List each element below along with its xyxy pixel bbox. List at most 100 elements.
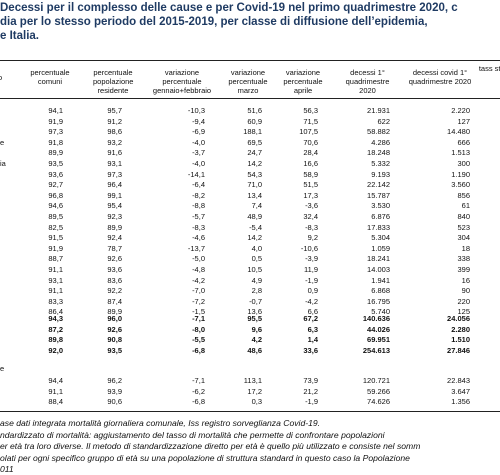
table-cell: 74.626: [367, 397, 390, 407]
table-cell: 14.003: [367, 265, 390, 274]
table-cell: 90,6: [107, 397, 122, 407]
footnote: ndardizzato di mortalità: aggiustamento …: [0, 429, 385, 440]
table-cell: 1.941: [371, 275, 390, 285]
table-cell: 21,2: [303, 386, 318, 396]
table-cell: 89,9: [107, 307, 122, 317]
table-cell: 91,9: [48, 243, 63, 253]
table-cell: 89,5: [48, 212, 63, 221]
table-cell: 94,6: [48, 201, 63, 211]
table-cell: -6,9: [192, 127, 205, 137]
table-cell: 93,6: [48, 169, 63, 179]
table-cell: -5,5: [192, 335, 205, 345]
table-cell: 96,4: [107, 180, 122, 190]
table-cell: 32,4: [303, 212, 318, 221]
row-label: e: [0, 137, 5, 147]
table-cell: -7,0: [192, 286, 205, 296]
table-cell: 89,8: [48, 335, 63, 345]
table-cell: 220: [457, 296, 470, 306]
table-cell: 622: [377, 116, 390, 126]
table-cell: -7,1: [192, 314, 205, 323]
table-cell: 17,3: [303, 190, 318, 200]
footnote: er età tra loro diverse. Il metodo di st…: [0, 441, 421, 452]
table-cell: -1,5: [192, 307, 205, 317]
table-cell: -6,2: [192, 386, 205, 396]
table-cell: -10,3: [187, 106, 205, 115]
table-cell: 188,1: [243, 127, 262, 137]
table-cell: -1,9: [305, 397, 318, 407]
table-cell: 17.833: [367, 222, 390, 232]
table-cell: 5.332: [371, 159, 390, 168]
table-cell: -5,0: [192, 254, 205, 264]
table-cell: 27.846: [447, 345, 470, 355]
table-cell: -8,3: [192, 222, 205, 232]
table-cell: 54,3: [247, 169, 262, 179]
column-header: percentuale comuni: [30, 68, 70, 86]
table-cell: 9,2: [307, 233, 318, 243]
column-header: decessi 1° quadrimestre 2020: [345, 68, 390, 95]
table-cell: 95,4: [107, 201, 122, 211]
table-cell: 856: [457, 190, 470, 200]
table-cell: 93,9: [107, 386, 122, 396]
table-cell: 6.868: [371, 286, 390, 296]
table-cell: 2.220: [451, 106, 470, 115]
table-cell: 93,1: [48, 275, 63, 285]
table-cell: -6,4: [192, 180, 205, 190]
table-cell: 90: [461, 286, 470, 296]
table-cell: 1.513: [451, 148, 470, 158]
table-cell: 5.304: [371, 233, 390, 243]
table-cell: -3,6: [305, 201, 318, 211]
table-cell: 304: [457, 233, 470, 243]
table-cell: 93,5: [48, 159, 63, 168]
table-cell: 96,0: [107, 314, 122, 323]
column-header: o: [0, 73, 3, 82]
table-cell: 4,0: [251, 243, 262, 253]
table-cell: 94,1: [48, 106, 63, 115]
footnote: 011: [0, 464, 14, 475]
table-cell: 96,2: [107, 376, 122, 385]
table-cell: 2.280: [451, 324, 470, 334]
footnote: olati per ogni specifico gruppo di età s…: [0, 452, 410, 463]
table-cell: 60,9: [247, 116, 262, 126]
table-cell: 88,7: [48, 254, 63, 264]
table-cell: 96,8: [48, 190, 63, 200]
table-cell: 91,1: [48, 286, 63, 296]
table-cell: 93,1: [107, 159, 122, 168]
table-cell: 93,5: [107, 345, 122, 355]
footnote: ase dati integrata mortalità giornaliera…: [0, 418, 321, 428]
table-cell: 83,6: [107, 275, 122, 285]
table-cell: 51,5: [303, 180, 318, 190]
table-cell: 4,2: [251, 335, 262, 345]
column-header: decessi covid 1° quadrimestre 2020: [408, 68, 472, 86]
table-cell: 9,6: [251, 324, 262, 334]
table-cell: 58.882: [367, 127, 390, 137]
table-cell: -4,2: [305, 296, 318, 306]
column-header: variazione percentuale gennaio+febbraio: [152, 68, 212, 95]
table-cell: 28,4: [303, 148, 318, 158]
table-cell: 16.795: [367, 296, 390, 306]
section-label: e: [0, 364, 5, 373]
table-cell: 92,6: [107, 254, 122, 264]
table-cell: 107,5: [299, 127, 318, 137]
table-cell: 70,6: [303, 137, 318, 147]
table-cell: 21.931: [367, 106, 390, 115]
table-cell: 18.241: [367, 254, 390, 264]
table-cell: 89,9: [107, 222, 122, 232]
table-cell: 666: [457, 137, 470, 147]
table-cell: 14,2: [247, 233, 262, 243]
table-cell: -5,4: [249, 222, 262, 232]
table-cell: 113,1: [243, 376, 262, 385]
table-cell: 3.560: [451, 180, 470, 190]
table-cell: 1.510: [451, 335, 470, 345]
table-cell: 92,6: [107, 324, 122, 334]
table-cell: 120.721: [362, 376, 390, 385]
table-cell: 61: [461, 201, 470, 211]
table-cell: -3,7: [192, 148, 205, 158]
table-cell: 6,6: [307, 307, 318, 317]
table-cell: 78,7: [107, 243, 122, 253]
table-cell: 91,2: [107, 116, 122, 126]
table-cell: 16: [461, 275, 470, 285]
table-cell: 10,5: [247, 265, 262, 274]
table-cell: 6,3: [307, 324, 318, 334]
table-cell: 92,2: [107, 286, 122, 296]
table-cell: 97,3: [107, 169, 122, 179]
